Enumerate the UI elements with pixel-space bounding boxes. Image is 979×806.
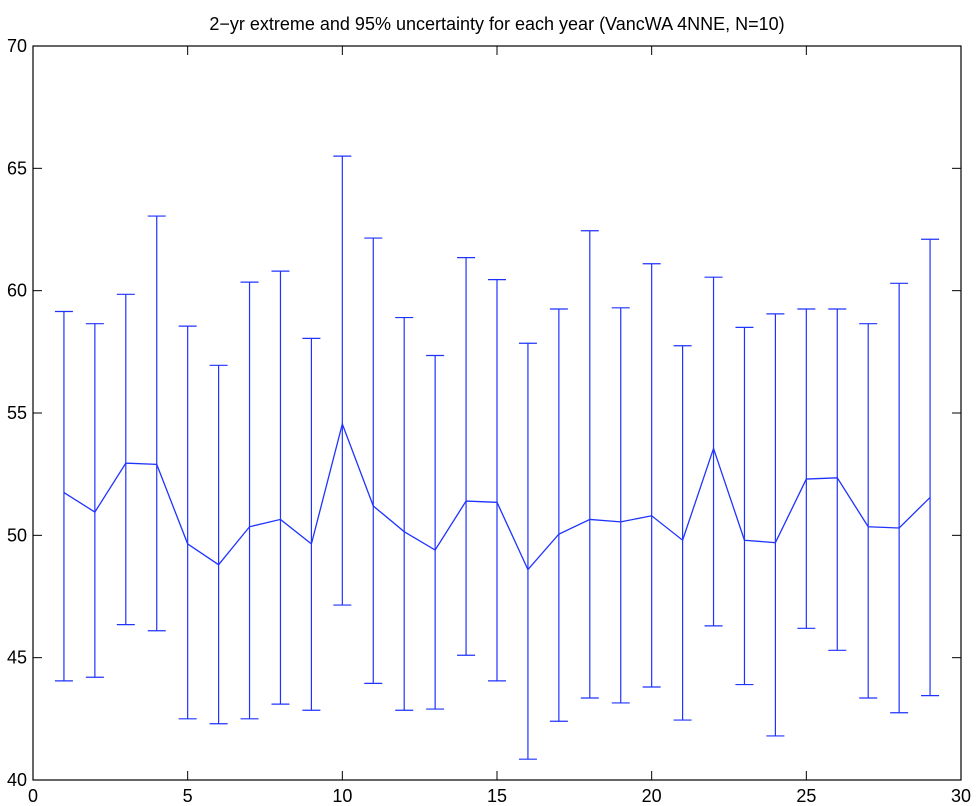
y-tick-label: 45 (7, 648, 27, 668)
axes (32, 45, 962, 781)
x-tick-label: 25 (796, 786, 816, 806)
y-tick-label: 60 (7, 281, 27, 301)
error-bars (54, 155, 940, 760)
x-tick-label: 5 (183, 786, 193, 806)
series-line (63, 421, 931, 571)
x-tick-label: 15 (487, 786, 507, 806)
x-tick-label: 0 (28, 786, 38, 806)
x-tick-label: 30 (951, 786, 971, 806)
y-tick-label: 70 (7, 36, 27, 56)
y-tick-label: 65 (7, 158, 27, 178)
chart-title: 2−yr extreme and 95% uncertainty for eac… (209, 14, 784, 34)
tick-labels: 0 5 10 15 20 25 30 40 45 50 55 60 65 70 (7, 36, 971, 806)
y-tick-label: 55 (7, 403, 27, 423)
y-tick-label: 50 (7, 525, 27, 545)
x-tick-label: 10 (332, 786, 352, 806)
x-tick-label: 20 (642, 786, 662, 806)
series-line-group (63, 421, 931, 571)
y-tick-label: 40 (7, 770, 27, 790)
